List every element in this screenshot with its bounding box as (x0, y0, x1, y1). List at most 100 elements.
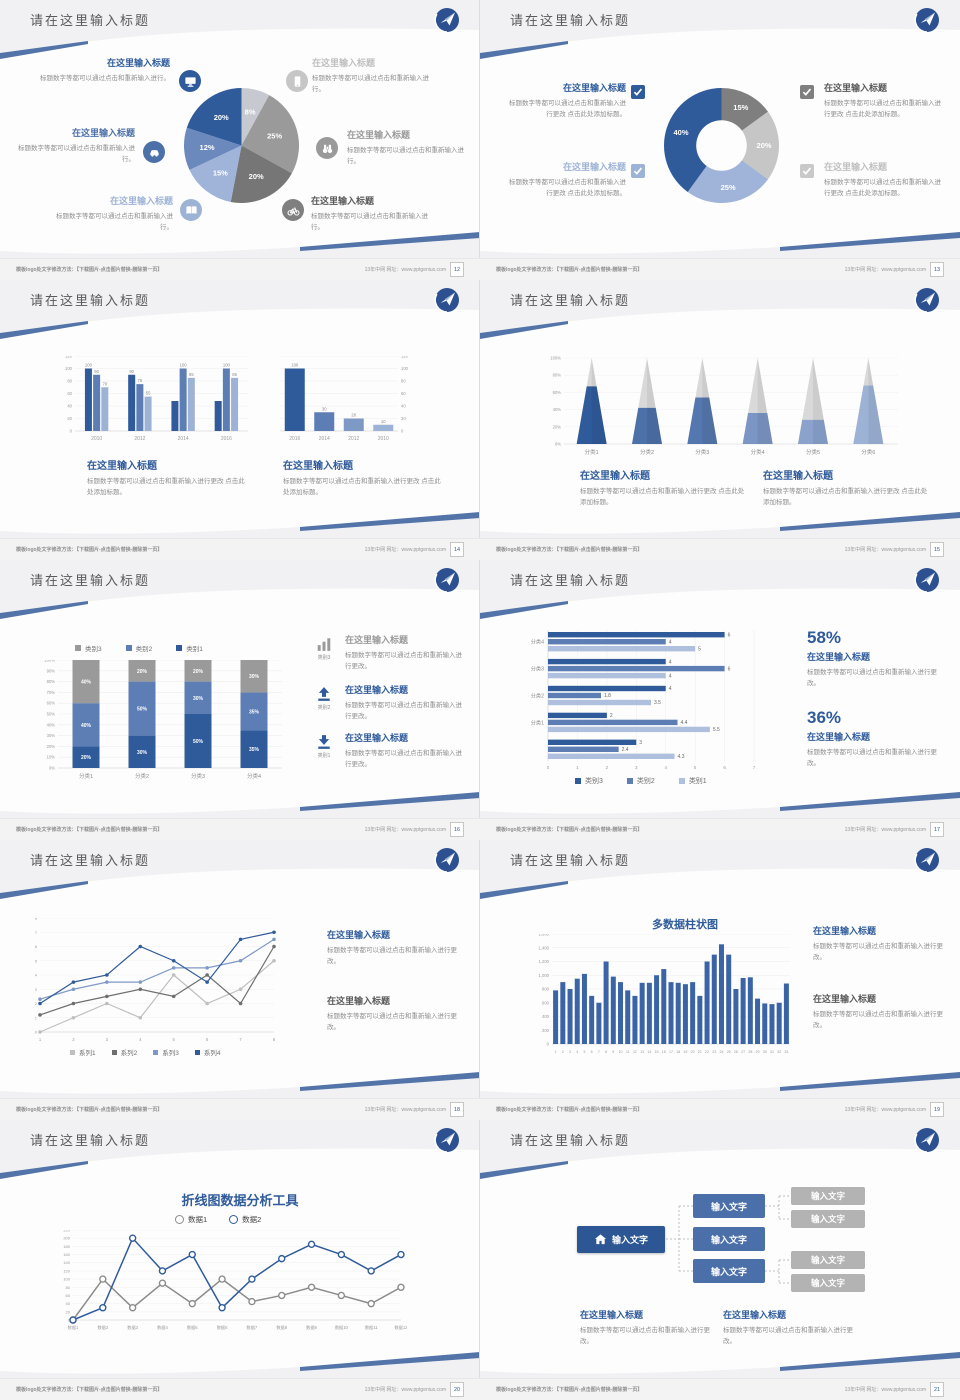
svg-text:0: 0 (401, 429, 404, 434)
top-swoosh-decoration (0, 1120, 480, 1186)
slide-page-15[interactable]: 请在这里输入标题 0% 20% 40% 60% 80% 100% 分类1 分类2 分类3 分类4 分… (479, 279, 960, 561)
svg-text:分类2: 分类2 (135, 772, 149, 780)
svg-text:20%: 20% (47, 744, 56, 749)
slide-title: 请在这里输入标题 (30, 293, 151, 308)
callout-title: 在这里输入标题 (345, 685, 409, 695)
callout-body: 标题数字等都可以通过点击和重新输入进行更改。 (345, 749, 462, 768)
svg-text:数据10: 数据10 (335, 1324, 349, 1331)
slide-page-12[interactable]: 请在这里输入标题 8% 25% 20% 15% 12% 20% 在这里输入标题 标题数字等… (0, 0, 481, 281)
svg-text:800: 800 (542, 987, 550, 992)
page-number: 21 (930, 1382, 944, 1397)
svg-text:12: 12 (633, 1050, 637, 1054)
footer-watermark-text: 模板logo处文字修改方法：【下载图片-点击图片替换-删除第一页】 (496, 267, 643, 273)
callout-block: 在这里输入标题 标题数字等都可以通过点击和重新输入进行。 (312, 58, 436, 95)
svg-text:10: 10 (381, 419, 386, 424)
svg-text:35%: 35% (249, 709, 260, 715)
svg-text:55: 55 (146, 391, 151, 396)
svg-text:11: 11 (626, 1050, 630, 1054)
svg-text:100: 100 (63, 1277, 70, 1282)
callout-body: 标题数字等都可以通过点击和重新输入进行。 (312, 74, 429, 93)
slide-footer: 模板logo处文字修改方法：【下载图片-点击图片替换-删除第一页】 13年中网 … (480, 538, 960, 560)
svg-text:30%: 30% (137, 750, 148, 756)
footer-site-text: 13年中网 网址：www.pptgenius.com (844, 267, 926, 273)
svg-text:90: 90 (129, 369, 134, 374)
block-title: 在这里输入标题 (580, 471, 650, 482)
footer-site-text: 13年中网 网址：www.pptgenius.com (364, 1387, 446, 1393)
legend-label: 系列3 (162, 1050, 179, 1057)
tree-node-label: 输入文字 (710, 1266, 747, 1277)
svg-text:20%: 20% (137, 669, 148, 675)
svg-text:6: 6 (591, 1050, 593, 1054)
svg-text:20%: 20% (193, 669, 204, 675)
svg-text:3: 3 (569, 1050, 571, 1054)
svg-text:80: 80 (401, 379, 406, 384)
callout-block: 在这里输入标题 标题数字等都可以通过点击和重新输入进行。 (311, 196, 437, 233)
svg-text:1.8: 1.8 (604, 693, 611, 699)
svg-text:12%: 12% (200, 143, 215, 152)
bottom-swoosh-decoration (480, 505, 960, 539)
svg-text:2: 2 (35, 1001, 38, 1006)
icon-label: 类别3 (317, 655, 331, 661)
text-block: 在这里输入标题 标题数字等都可以通过点击和重新输入进行更改 点击此处添加标题。 (580, 470, 748, 508)
svg-text:180: 180 (63, 1244, 70, 1249)
text-block: 在这里输入标题 标题数字等都可以通过点击和重新输入进行更改 点击此处添加标题。 (283, 460, 445, 498)
svg-text:80%: 80% (47, 679, 56, 684)
bottom-swoosh-decoration (480, 225, 960, 259)
slide-footer: 模板logo处文字修改方法：【下载图片-点击图片替换-删除第一页】 13年中网 … (480, 258, 960, 280)
block-body: 标题数字等都可以通过点击和重新输入进行更改。 (580, 1326, 710, 1345)
svg-text:2014: 2014 (319, 436, 330, 442)
slide-title: 请在这里输入标题 (30, 573, 151, 588)
page-number: 12 (450, 262, 464, 277)
phone-icon (286, 70, 308, 92)
svg-text:50%: 50% (137, 707, 148, 713)
svg-text:33: 33 (784, 1050, 788, 1054)
slide-page-13[interactable]: 请在这里输入标题 15% 20% 25% 40% 在这里输入标题 标题数字等都可以通过… (479, 0, 960, 281)
tree-node-label: 输入文字 (710, 1234, 747, 1245)
svg-text:30: 30 (322, 406, 327, 411)
svg-text:15: 15 (655, 1050, 659, 1054)
text-block: 在这里输入标题 标题数字等都可以通过点击和重新输入进行更改。 (580, 1310, 714, 1347)
svg-text:2: 2 (610, 713, 613, 719)
callout-block: 在这里输入标题 标题数字等都可以通过点击和重新输入进行。 (347, 130, 467, 167)
block-title: 在这里输入标题 (813, 926, 877, 936)
svg-text:90%: 90% (47, 668, 56, 673)
top-swoosh-decoration (480, 280, 960, 346)
svg-text:7: 7 (598, 1050, 600, 1054)
svg-text:160: 160 (63, 1252, 70, 1257)
block-body: 标题数字等都可以通过点击和重新输入进行更改。 (813, 942, 943, 961)
svg-text:15%: 15% (213, 168, 228, 177)
slide-page-17[interactable]: 请在这里输入标题 0 1 2 3 4 5 6 7 6 4 5 分类4 4 6 4 分类3 4 1.8 3.5 分类2 2… (479, 559, 960, 841)
slide-page-19[interactable]: 请在这里输入标题 多数据柱状图 0 200 400 600 800 1,000 1,200 1… (479, 839, 960, 1121)
slide-page-21[interactable]: 请在这里输入标题 输入文字 输入文字 输入文字 输入文字 输入文字 输入文字 输… (479, 1119, 960, 1400)
callout-title: 在这里输入标题 (824, 83, 888, 93)
bottom-swoosh-decoration (480, 1065, 960, 1099)
slide-page-20[interactable]: 请在这里输入标题 折线图数据分析工具 数据1 数据2 0 20 40 60 80 100 1… (0, 1119, 481, 1400)
paper-plane-logo-icon (434, 567, 460, 598)
svg-text:分类4: 分类4 (531, 638, 544, 646)
svg-text:1: 1 (576, 765, 579, 770)
paper-plane-logo-icon (434, 7, 460, 38)
text-block: 在这里输入标题 标题数字等都可以通过点击和重新输入进行更改。 (327, 930, 463, 967)
slide-page-14[interactable]: 请在这里输入标题 0 20 40 60 80 100 120 100 90 70 2010 90 75 5… (0, 279, 481, 561)
text-block: 在这里输入标题 标题数字等都可以通过点击和重新输入进行更改。 (723, 1310, 857, 1347)
legend-swatch (153, 1049, 159, 1055)
bottom-swoosh-decoration (0, 785, 480, 819)
top-swoosh-decoration (480, 840, 960, 906)
page-number: 16 (450, 822, 464, 837)
bottom-swoosh-decoration (0, 1345, 480, 1379)
svg-text:2016: 2016 (289, 436, 300, 442)
slide-page-16[interactable]: 请在这里输入标题 类别3 类别2 类别1 0% 10% 20% 30% 40% 50% 60… (0, 559, 481, 841)
block-title: 在这里输入标题 (813, 994, 877, 1004)
callout-body: 标题数字等都可以通过点击和重新输入进行。 (56, 212, 173, 231)
block-title: 在这里输入标题 (283, 461, 353, 472)
svg-text:17: 17 (669, 1050, 673, 1054)
chart-title: 折线图数据分析工具 (181, 1193, 299, 1208)
callout-block: 在这里输入标题 标题数字等都可以通过点击和重新输入进行更改。 (345, 733, 467, 770)
paper-plane-logo-icon (434, 847, 460, 878)
svg-text:60%: 60% (553, 390, 562, 395)
svg-text:26: 26 (734, 1050, 738, 1054)
callout-body: 标题数字等都可以通过点击和重新输入进行更改 点击此处添加标题。 (509, 178, 626, 197)
callout-title: 在这里输入标题 (312, 58, 376, 68)
svg-text:21: 21 (698, 1050, 702, 1054)
